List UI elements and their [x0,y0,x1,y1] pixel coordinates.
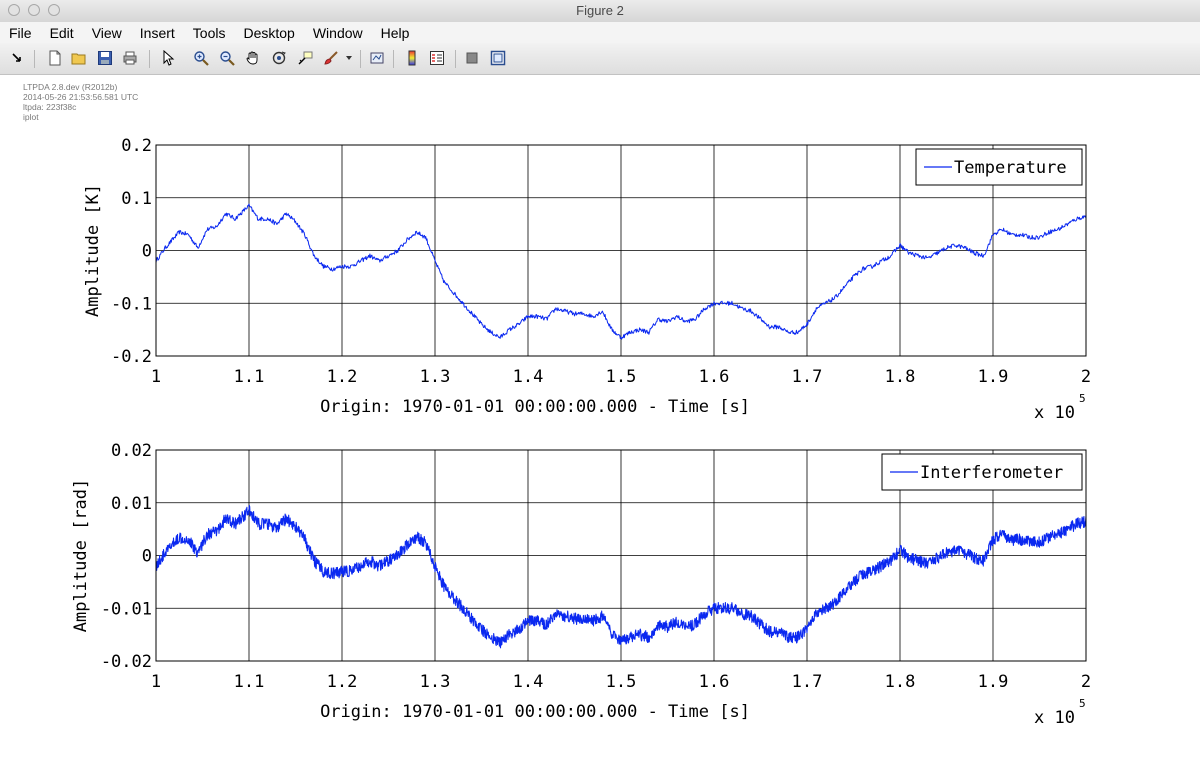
legend-entry: Temperature [954,158,1067,178]
x-tick-label: 1 [151,367,161,387]
toolbar-separator [360,50,361,68]
toolbar-separator [34,50,35,68]
brush-menu-icon[interactable] [343,49,355,67]
x-tick-label: 1.2 [327,672,358,692]
x-tick-label: 1.7 [792,672,823,692]
open-file-icon[interactable] [70,49,88,67]
menu-window[interactable]: Window [312,24,363,41]
x-tick-label: 1.9 [978,672,1009,692]
x-tick-label: 1.6 [699,672,730,692]
legend-icon[interactable] [428,49,446,67]
meta-line: iplot [23,112,39,122]
y-tick-label: 0 [142,547,152,567]
toolbar-separator [149,50,150,68]
y-axis-label: Amplitude [rad] [71,479,91,633]
figure-toolbar [0,43,1200,75]
x-tick-label: 1.9 [978,367,1009,387]
axes-box [155,449,1087,662]
print-icon[interactable] [121,49,139,67]
x-tick-label: 2 [1081,367,1091,387]
zoom-window-button[interactable] [48,4,60,16]
meta-line: LTPDA 2.8.dev (R2012b) [23,82,118,92]
menu-tools[interactable]: Tools [192,24,226,41]
zoom-in-icon[interactable] [192,49,210,67]
data-cursor-icon[interactable] [296,49,314,67]
x-exponent-power: 5 [1079,697,1086,710]
x-tick-label: 1.3 [420,367,451,387]
link-plot-icon[interactable] [368,49,386,67]
x-tick-label: 1.5 [606,367,637,387]
y-tick-label: -0.2 [111,347,152,367]
chart-2: 1 1.1 1.2 1.3 1.4 1.5 1.6 1.7 1.8 1.9 2 -0.02 -0.01 0… [71,441,1091,728]
menu-help[interactable]: Help [380,24,410,41]
x-tick-label: 1.6 [699,367,730,387]
x-tick-label: 1.8 [885,672,916,692]
x-exponent-label: x 10 [1034,708,1075,728]
y-tick-label: 0.02 [111,441,152,461]
menu-edit[interactable]: Edit [49,24,74,41]
rotate-3d-icon[interactable] [270,49,288,67]
close-window-button[interactable] [8,4,20,16]
y-tick-label: 0 [142,242,152,262]
axes-box [155,144,1087,357]
pan-hand-icon[interactable] [244,49,262,67]
menu-view[interactable]: View [91,24,122,41]
chart-1: 1 1.1 1.2 1.3 1.4 1.5 1.6 1.7 1.8 1.9 2 -0.2 -0.1 0 0.… [83,136,1091,423]
x-tick-label: 1.4 [513,367,544,387]
y-tick-label: -0.1 [111,294,152,314]
y-tick-label: 0.01 [111,494,152,514]
colorbar-icon[interactable] [403,49,421,67]
x-exponent-power: 5 [1079,392,1086,405]
meta-line: ltpda: 223f38c [23,102,77,112]
x-exponent-label: x 10 [1034,403,1075,423]
x-tick-label: 1.8 [885,367,916,387]
minimize-window-button[interactable] [28,4,40,16]
series-line-interferometer [155,505,1087,649]
x-tick-label: 2 [1081,672,1091,692]
x-tick-label: 1 [151,672,161,692]
y-tick-label: -0.02 [101,652,152,672]
meta-line: 2014-05-26 21:53:56.581 UTC [23,92,139,102]
x-tick-label: 1.2 [327,367,358,387]
legend-entry: Interferometer [920,463,1063,483]
toolbar-separator [393,50,394,68]
menu-bar: File Edit View Insert Tools Desktop Wind… [0,22,1200,43]
menu-file[interactable]: File [9,24,32,41]
new-figure-icon[interactable] [46,49,64,67]
y-tick-label: -0.01 [101,599,152,619]
series-line-temperature [155,203,1087,340]
toolbar-separator [455,50,456,68]
x-tick-label: 1.1 [234,672,265,692]
figure-metadata: LTPDA 2.8.dev (R2012b) 2014-05-26 21:53:… [23,82,138,122]
x-tick-label: 1.5 [606,672,637,692]
x-tick-label: 1.4 [513,672,544,692]
y-tick-label: 0.2 [121,136,152,156]
x-axis-label: Origin: 1970-01-01 00:00:00.000 - Time [… [320,702,750,722]
save-icon[interactable] [96,49,114,67]
x-tick-label: 1.3 [420,672,451,692]
show-plot-tools-icon[interactable] [489,49,507,67]
menu-desktop[interactable]: Desktop [243,24,295,41]
x-axis-label: Origin: 1970-01-01 00:00:00.000 - Time [… [320,397,750,417]
dock-icon[interactable] [8,49,26,67]
zoom-out-icon[interactable] [218,49,236,67]
x-tick-label: 1.1 [234,367,265,387]
hide-plot-tools-icon[interactable] [463,49,481,67]
y-tick-label: 0.1 [121,189,152,209]
pointer-icon[interactable] [159,49,177,67]
y-axis-label: Amplitude [K] [83,184,103,317]
x-tick-label: 1.7 [792,367,823,387]
menu-insert[interactable]: Insert [139,24,175,41]
window-title: Figure 2 [576,3,624,18]
brush-icon[interactable] [322,49,340,67]
